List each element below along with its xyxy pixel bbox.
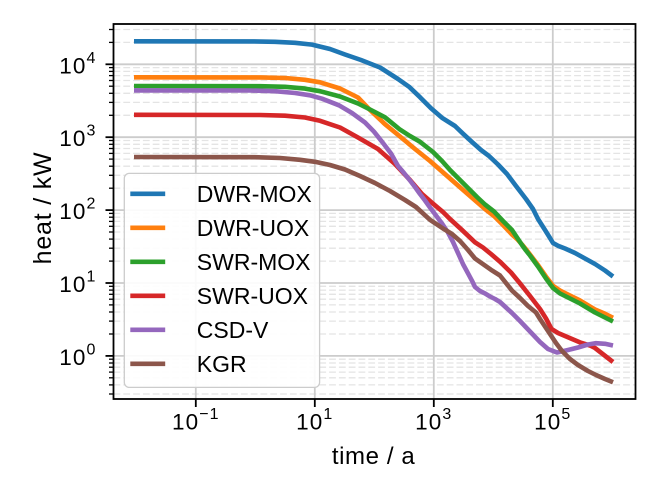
svg-text:DWR-MOX: DWR-MOX <box>197 181 312 207</box>
svg-text:SWR-MOX: SWR-MOX <box>197 249 311 275</box>
svg-text:CSD-V: CSD-V <box>197 317 269 343</box>
svg-text:time / a: time / a <box>332 443 416 470</box>
svg-text:heat / kW: heat / kW <box>29 152 57 265</box>
svg-text:KGR: KGR <box>197 351 247 377</box>
svg-text:DWR-UOX: DWR-UOX <box>197 215 309 241</box>
svg-text:SWR-UOX: SWR-UOX <box>197 283 308 309</box>
